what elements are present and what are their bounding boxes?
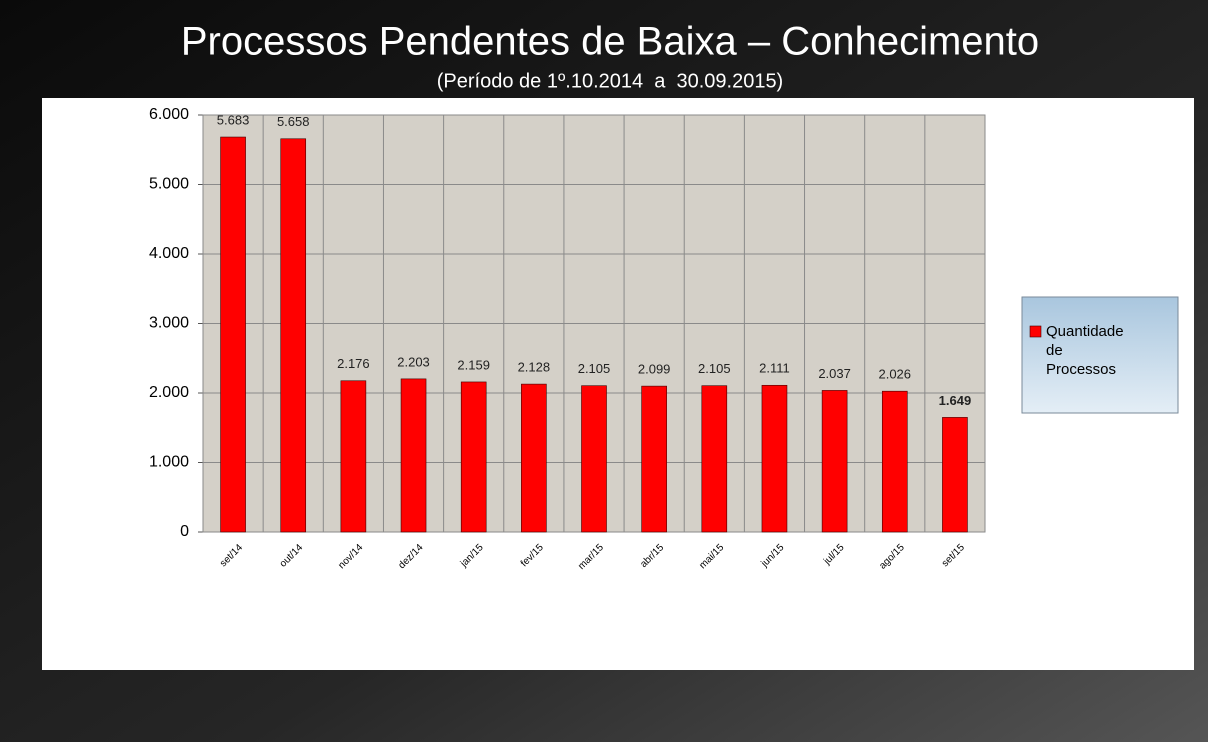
value-label: 2.203 (397, 354, 430, 369)
value-label: 5.658 (277, 114, 310, 129)
chart-title: Processos Pendentes de Baixa – Conhecime… (181, 20, 1039, 64)
value-label: 2.128 (518, 360, 551, 375)
bar (460, 381, 487, 533)
y-tick-label: 3.000 (149, 315, 189, 332)
bar (581, 385, 607, 533)
value-label: 2.099 (638, 362, 671, 377)
bar (881, 390, 908, 533)
y-tick-label: 0 (180, 523, 189, 540)
value-label: 2.105 (698, 361, 731, 376)
legend-box (1021, 296, 1179, 414)
value-label: 2.159 (457, 357, 490, 372)
bar (641, 385, 667, 533)
bar (942, 417, 968, 533)
value-label: 5.683 (217, 112, 250, 127)
y-tick-label: 4.000 (149, 245, 189, 262)
value-label: 2.111 (759, 361, 790, 376)
y-tick-label: 2.000 (149, 384, 189, 401)
chart-subtitle: (Período de 1º.10.2014 a 30.09.2015) (437, 70, 783, 92)
bar (701, 385, 728, 533)
value-label: 2.176 (337, 356, 370, 371)
bar (400, 378, 427, 533)
bar (821, 390, 848, 533)
legend-swatch (1029, 325, 1042, 338)
value-label: 1.649 (939, 393, 972, 408)
value-label: 2.026 (878, 367, 911, 382)
bar (340, 380, 367, 533)
legend-label: Quantidade de Processos (1046, 323, 1124, 378)
y-tick-label: 5.000 (149, 176, 189, 193)
value-label: 2.105 (578, 361, 611, 376)
value-label: 2.037 (818, 366, 851, 381)
y-tick-label: 6.000 (149, 106, 189, 123)
bar (280, 138, 307, 533)
y-tick-label: 1.000 (149, 454, 189, 471)
bar (761, 384, 788, 533)
bar (521, 383, 547, 533)
bar (220, 136, 246, 533)
